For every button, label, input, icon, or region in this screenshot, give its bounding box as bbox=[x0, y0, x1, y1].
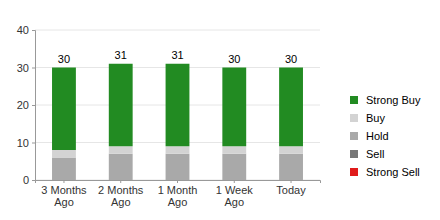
grid-line bbox=[35, 30, 320, 31]
series bbox=[52, 146, 303, 157]
tick-label: 2 MonthsAgo bbox=[98, 184, 144, 209]
tick: 0 bbox=[23, 174, 35, 186]
total-label: 30 bbox=[58, 53, 70, 65]
total-label: 31 bbox=[171, 49, 183, 61]
legend-label: Sell bbox=[366, 148, 384, 160]
legend-label: Buy bbox=[366, 112, 385, 124]
tick: 30 bbox=[17, 62, 35, 74]
tick-label: 30 bbox=[17, 62, 29, 74]
legend: Strong Buy Buy Hold Sell Strong Sell bbox=[350, 94, 421, 178]
legend-swatch bbox=[350, 114, 358, 122]
bars bbox=[52, 64, 303, 180]
bar-segment bbox=[109, 154, 133, 180]
bar-segment bbox=[166, 154, 190, 180]
tick-mark bbox=[63, 180, 64, 183]
tick: 40 bbox=[17, 24, 35, 36]
legend-swatch bbox=[350, 168, 358, 176]
legend-label: Strong Sell bbox=[366, 166, 420, 178]
tick: 1 MonthAgo bbox=[158, 180, 198, 208]
tick-mark bbox=[177, 180, 178, 183]
tick-label: 1 MonthAgo bbox=[158, 184, 198, 209]
legend-swatch bbox=[350, 150, 358, 158]
tick-label: 10 bbox=[17, 137, 29, 149]
series bbox=[52, 154, 303, 180]
bar-segment bbox=[52, 150, 76, 158]
bar-segment bbox=[222, 146, 246, 154]
legend-label: Hold bbox=[366, 130, 389, 142]
bar-segment bbox=[109, 64, 133, 147]
legend-item: Buy bbox=[350, 112, 385, 124]
tick-mark bbox=[32, 68, 35, 69]
tick-mark bbox=[32, 143, 35, 144]
total-label: 31 bbox=[115, 49, 127, 61]
tick-mark bbox=[291, 180, 292, 183]
legend-label: Strong Buy bbox=[366, 94, 421, 106]
total-label: 30 bbox=[228, 53, 240, 65]
legend-item: Hold bbox=[350, 130, 389, 142]
totals: 30 31 31 30 30 bbox=[58, 49, 297, 65]
bar-segment bbox=[279, 68, 303, 147]
tick: Today bbox=[276, 180, 306, 196]
tick-mark bbox=[120, 180, 121, 183]
bar-segment bbox=[166, 146, 190, 154]
series bbox=[52, 64, 303, 150]
chart-svg: 30 31 31 30 30 0 10 20 30 40 3 MonthsAgo 2 MonthsAg… bbox=[0, 0, 440, 220]
tick-label: 20 bbox=[17, 99, 29, 111]
bar-segment bbox=[279, 146, 303, 154]
tick-mark bbox=[32, 105, 35, 106]
bar-segment bbox=[52, 158, 76, 181]
tick-label: Today bbox=[276, 184, 306, 196]
legend-item: Strong Buy bbox=[350, 94, 421, 106]
tick-label: 1 WeekAgo bbox=[216, 184, 254, 209]
x-axis: 3 MonthsAgo 2 MonthsAgo 1 MonthAgo 1 WeekAg… bbox=[36, 180, 321, 208]
grid bbox=[35, 30, 320, 180]
tick-label: 40 bbox=[17, 24, 29, 36]
tick: 10 bbox=[17, 137, 35, 149]
legend-item: Strong Sell bbox=[350, 166, 420, 178]
tick-mark bbox=[32, 180, 35, 181]
y-axis: 0 10 20 30 40 bbox=[17, 24, 36, 186]
total-label: 30 bbox=[285, 53, 297, 65]
bar-segment bbox=[166, 64, 190, 147]
chart-root: 30 31 31 30 30 0 10 20 30 40 3 MonthsAgo 2 MonthsAg… bbox=[0, 0, 440, 220]
bar-segment bbox=[52, 68, 76, 151]
tick-mark bbox=[234, 180, 235, 183]
bar-segment bbox=[279, 154, 303, 180]
tick: 20 bbox=[17, 99, 35, 111]
tick-mark bbox=[32, 30, 35, 31]
tick: 2 MonthsAgo bbox=[98, 180, 144, 208]
tick-label: 0 bbox=[23, 174, 29, 186]
bar-segment bbox=[222, 68, 246, 147]
legend-swatch bbox=[350, 132, 358, 140]
legend-swatch bbox=[350, 96, 358, 104]
bar-segment bbox=[109, 146, 133, 154]
tick-label: 3 MonthsAgo bbox=[41, 184, 87, 209]
axis-line bbox=[32, 31, 36, 181]
bar-segment bbox=[222, 154, 246, 180]
axis-line bbox=[36, 181, 321, 184]
tick: 1 WeekAgo bbox=[216, 180, 254, 208]
legend-item: Sell bbox=[350, 148, 384, 160]
tick: 3 MonthsAgo bbox=[41, 180, 87, 208]
